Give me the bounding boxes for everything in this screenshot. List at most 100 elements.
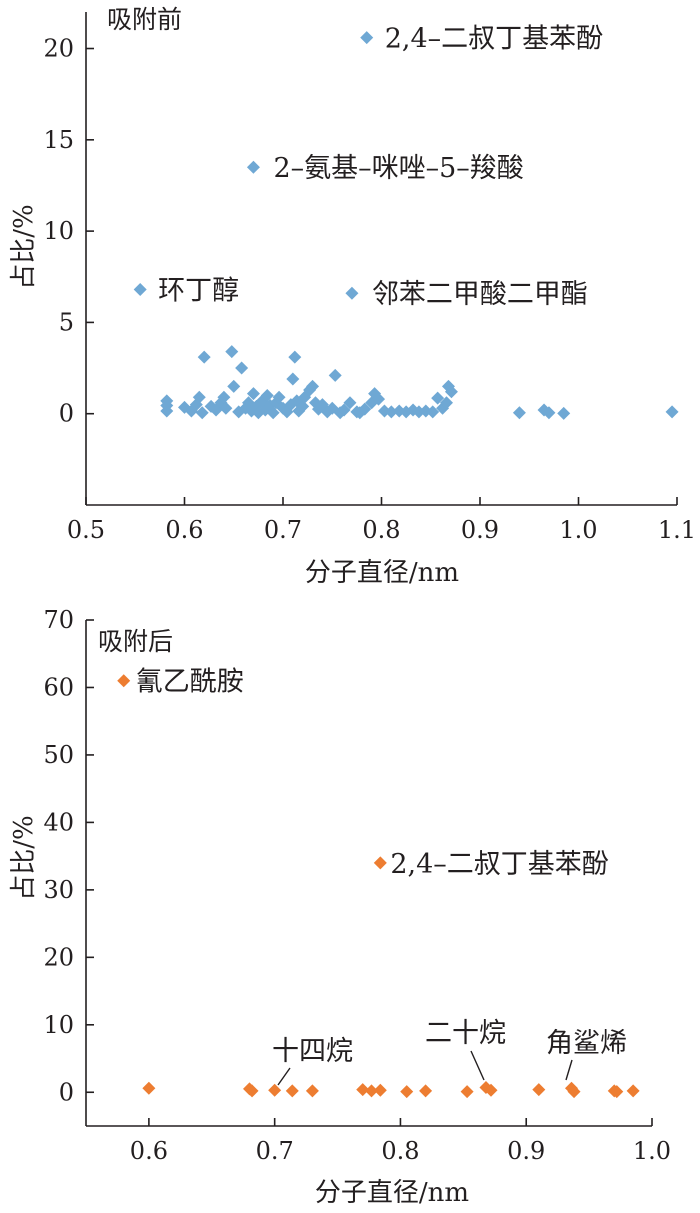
x-tick-label: 0.5 <box>67 516 105 544</box>
data-point <box>217 390 231 404</box>
data-point <box>328 368 342 382</box>
x-tick-label: 1.1 <box>658 516 696 544</box>
data-point <box>440 396 454 410</box>
data-point <box>246 160 260 174</box>
data-point <box>373 1083 387 1097</box>
x-tick-label: 0.8 <box>381 1137 419 1165</box>
x-axis-label: 分子直径/nm <box>315 1178 469 1208</box>
annotation-leader <box>277 1067 291 1086</box>
x-tick-label: 0.9 <box>461 516 499 544</box>
data-point <box>373 856 387 870</box>
y-tick-label: 30 <box>43 876 74 904</box>
data-point <box>384 405 398 419</box>
data-point <box>235 361 249 375</box>
y-tick-label: 40 <box>43 808 74 836</box>
x-tick-label: 0.6 <box>130 1137 168 1165</box>
data-point <box>426 405 440 419</box>
y-tick-label: 0 <box>59 400 74 428</box>
data-point <box>306 379 320 393</box>
data-point <box>444 385 458 399</box>
annotation-label: 2,4–二叔丁基苯酚 <box>385 24 603 55</box>
data-point <box>117 674 131 688</box>
data-point <box>272 390 286 404</box>
y-tick-label: 50 <box>43 741 74 769</box>
x-tick-label: 0.7 <box>256 1137 294 1165</box>
data-point <box>567 1085 581 1099</box>
data-point <box>356 1083 370 1097</box>
annotation-label: 十四烷 <box>272 1036 353 1067</box>
x-tick-label: 0.9 <box>507 1137 545 1165</box>
data-point <box>195 406 209 420</box>
data-point <box>365 1084 379 1098</box>
x-tick-label: 0.7 <box>264 516 302 544</box>
x-tick-label: 1.0 <box>633 1137 671 1165</box>
data-point <box>219 401 233 415</box>
y-tick-label: 20 <box>43 943 74 971</box>
annotation-leader <box>565 1059 573 1081</box>
y-tick-label: 60 <box>43 673 74 701</box>
x-axis-label: 分子直径/nm <box>305 558 459 588</box>
chart-after-adsorption: 吸附后 占比/% 分子直径/nm 0 10 20 30 40 50 60 70 0.6 0.7 0.… <box>9 606 671 1208</box>
data-point <box>260 388 274 402</box>
y-axis-label: 占比/% <box>9 815 39 900</box>
data-point <box>419 1084 433 1098</box>
data-point <box>343 396 357 410</box>
y-tick-label: 15 <box>43 126 74 154</box>
annotation-label: 二十烷 <box>425 1018 506 1049</box>
annotation-label: 角鲨烯 <box>546 1028 627 1059</box>
chart-title: 吸附前 <box>107 5 182 34</box>
data-point <box>160 404 174 418</box>
data-point <box>227 379 241 393</box>
data-point <box>266 406 280 420</box>
data-point <box>512 406 526 420</box>
data-point <box>245 1084 259 1098</box>
annotation-leader <box>470 1050 485 1081</box>
data-point <box>288 350 302 364</box>
data-point <box>244 404 258 418</box>
data-point <box>197 350 211 364</box>
x-tick-label: 0.8 <box>362 516 400 544</box>
data-point <box>610 1085 624 1099</box>
data-point <box>337 403 351 417</box>
y-tick-label: 5 <box>59 308 74 336</box>
annotation-label: 环丁醇 <box>158 276 239 307</box>
data-point <box>532 1083 546 1097</box>
data-point <box>372 392 386 406</box>
data-point <box>557 406 571 420</box>
y-tick-label: 10 <box>43 1011 74 1039</box>
x-tick-label: 0.6 <box>165 516 203 544</box>
data-point <box>484 1083 498 1097</box>
data-point <box>296 399 310 413</box>
data-point <box>542 406 556 420</box>
y-tick-label: 0 <box>59 1078 74 1106</box>
data-point <box>360 31 374 45</box>
data-point <box>431 391 445 405</box>
chart-title: 吸附后 <box>98 627 173 656</box>
data-point <box>305 1084 319 1098</box>
y-tick-label: 70 <box>43 606 74 634</box>
data-point <box>225 345 239 359</box>
data-point <box>285 1084 299 1098</box>
data-point <box>400 1085 414 1099</box>
data-point <box>358 402 372 416</box>
data-point <box>626 1084 640 1098</box>
data-point <box>142 1081 156 1095</box>
data-point <box>345 286 359 300</box>
annotation-label: 氰乙酰胺 <box>136 667 244 698</box>
annotation-label: 2–氨基–咪唑–5–羧酸 <box>273 153 523 184</box>
y-axis-label: 占比/% <box>9 204 39 289</box>
data-point <box>460 1085 474 1099</box>
chart-before-adsorption: 吸附前 占比/% 分子直径/nm 0 5 10 15 20 0.5 0.6 0.7 0.8 0.9… <box>9 5 696 588</box>
data-point <box>246 387 260 401</box>
data-point <box>192 390 206 404</box>
data-point <box>665 405 679 419</box>
y-tick-label: 20 <box>43 35 74 63</box>
annotation-label: 2,4–二叔丁基苯酚 <box>390 849 608 880</box>
x-tick-label: 1.0 <box>559 516 597 544</box>
data-point <box>286 372 300 386</box>
y-tick-label: 10 <box>43 217 74 245</box>
data-point <box>133 283 147 297</box>
data-point <box>268 1083 282 1097</box>
annotation-label: 邻苯二甲酸二甲酯 <box>372 279 588 310</box>
